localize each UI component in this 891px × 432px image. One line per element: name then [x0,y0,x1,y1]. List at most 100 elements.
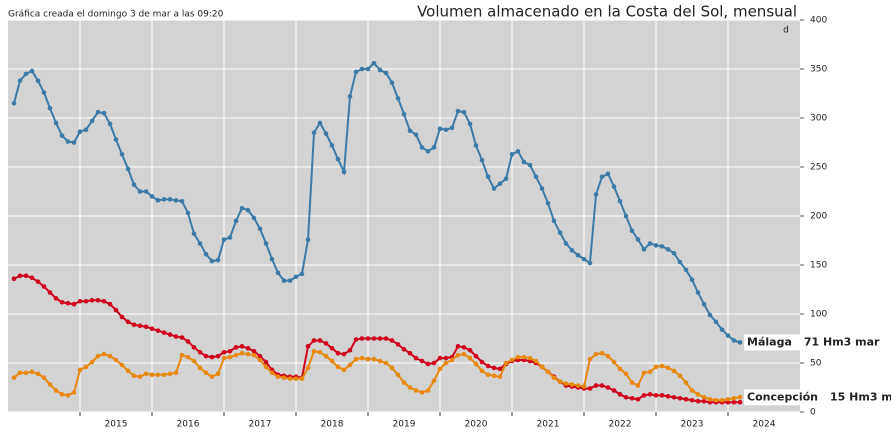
point [401,380,407,385]
point [593,351,599,357]
point [713,397,719,403]
point [671,368,677,374]
point [671,250,677,256]
point [233,352,239,358]
point [389,365,395,371]
point [113,307,119,313]
point [371,60,377,66]
point [59,133,65,138]
point [581,384,587,389]
point [569,382,575,387]
point [305,344,311,349]
point [101,351,107,357]
y-tick-label: 200 [810,212,827,222]
point [395,372,401,378]
point [11,375,17,381]
point [293,274,299,280]
point [191,231,197,236]
point [83,298,89,304]
point [695,398,701,404]
point [659,363,665,369]
point [707,312,713,318]
point [155,372,161,378]
point [341,351,347,357]
point [389,80,395,86]
point [155,198,161,203]
point [257,226,263,232]
point [65,300,71,306]
point [113,137,119,142]
point [563,241,569,246]
point [497,181,503,186]
point [455,344,461,349]
y-tick-label: 350 [810,65,827,75]
y-tick-label: 250 [810,163,827,173]
point [491,373,497,379]
point [335,364,341,370]
point [617,366,623,372]
point [341,367,347,373]
point [23,370,29,376]
point [53,296,59,301]
point [473,143,479,148]
point [443,127,449,133]
point [509,151,515,157]
point [269,256,275,262]
point [557,379,563,384]
point [473,353,479,359]
point [41,375,47,381]
point [155,328,161,333]
point [11,276,17,282]
point [689,388,695,393]
point [449,125,455,131]
point [65,139,71,144]
point [695,290,701,295]
point [425,149,431,154]
point [299,376,305,381]
point [545,200,551,206]
point [149,372,155,378]
point [593,192,599,197]
point [329,358,335,364]
point [197,241,203,246]
point [119,151,125,157]
point [731,399,737,405]
point [197,365,203,371]
point [509,357,515,363]
point [431,378,437,383]
point [707,396,713,402]
point [677,259,683,265]
point [305,365,311,371]
point [287,376,293,381]
point [503,360,509,366]
point [263,241,269,246]
point [35,371,41,377]
point [41,90,47,95]
point [227,348,233,354]
point [209,374,215,380]
point [137,323,143,329]
point [203,251,209,257]
point [473,361,479,367]
point [401,346,407,352]
point [479,368,485,374]
point [47,290,53,295]
point [197,349,203,355]
x-tick-label: 2016 [177,420,200,430]
point [737,340,743,345]
point [539,364,545,370]
point [665,247,671,252]
point [269,370,275,376]
point [365,356,371,362]
point [605,385,611,390]
point [185,354,191,360]
point [497,374,503,380]
point [365,66,371,72]
point [299,271,305,277]
point [359,336,365,341]
point [275,270,281,276]
point [659,393,665,398]
point [557,230,563,235]
point [689,397,695,403]
point [737,395,743,400]
